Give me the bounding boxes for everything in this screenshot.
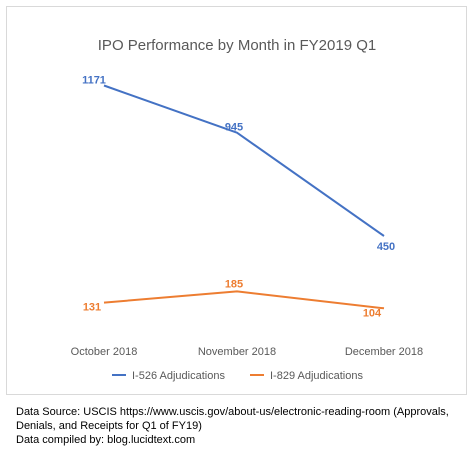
source-line-2: Denials, and Receipts for Q1 of FY19) [16, 420, 202, 432]
compiled-by-line: Data compiled by: blog.lucidtext.com [16, 434, 196, 446]
chart-title: IPO Performance by Month in FY2019 Q1 [98, 37, 376, 54]
series-line-1 [103, 84, 385, 237]
x-tick-label-3: December 2018 [345, 346, 423, 358]
legend-label-2: I-829 Adjudications [270, 370, 363, 382]
line-chart: IPO Performance by Month in FY2019 Q1 117… [71, 37, 423, 382]
data-source-note: Data Source: USCIS https://www.uscis.gov… [16, 405, 471, 447]
legend-label-1: I-526 Adjudications [132, 370, 225, 382]
data-label-s1-1: 1171 [82, 74, 106, 86]
data-label-s2-1: 131 [83, 302, 101, 314]
data-label-s2-2: 185 [225, 278, 243, 290]
data-label-s2-3: 104 [363, 307, 382, 319]
x-tick-label-1: October 2018 [71, 346, 138, 358]
chart-frame [6, 6, 467, 395]
data-label-s1-2: 945 [225, 122, 243, 134]
source-line-1: Data Source: USCIS https://www.uscis.gov… [16, 406, 449, 418]
data-label-s1-3: 450 [377, 241, 395, 253]
x-tick-label-2: November 2018 [198, 346, 276, 358]
series-line-2 [103, 290, 385, 310]
